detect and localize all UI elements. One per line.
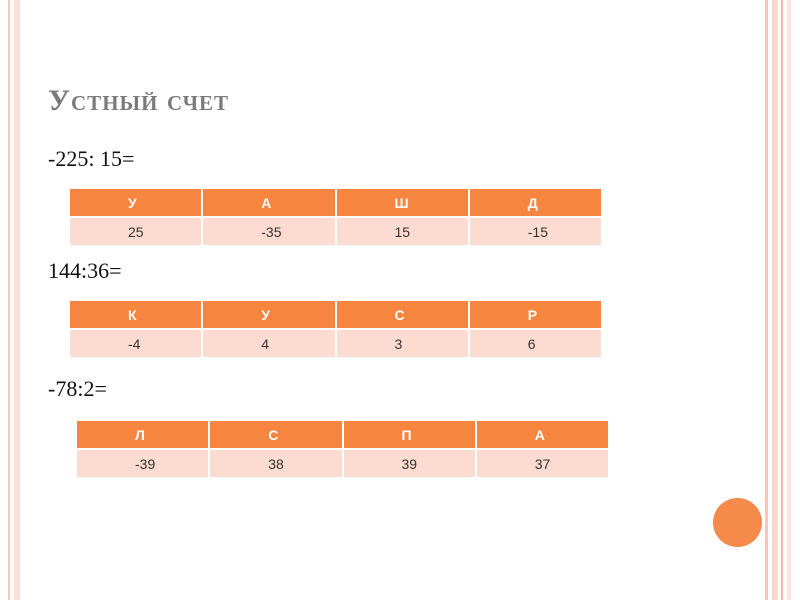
header-cell: У (67, 187, 204, 218)
value-cell: 39 (341, 448, 477, 479)
answer-table: К У С Р -4 4 3 6 (67, 299, 604, 359)
value-cell: 6 (467, 328, 604, 359)
value-cell: -4 (67, 328, 204, 359)
answer-table: Л С П А -39 38 39 37 (74, 419, 611, 479)
border-line (765, 0, 768, 600)
value-row: -4 4 3 6 (67, 328, 604, 359)
border-line (14, 0, 20, 600)
header-cell: К (67, 299, 204, 330)
value-cell: -15 (467, 216, 604, 247)
value-row: -39 38 39 37 (74, 448, 611, 479)
border-line (787, 0, 791, 600)
header-cell: С (334, 299, 470, 330)
border-line (8, 0, 10, 600)
value-cell: 25 (67, 216, 204, 247)
value-cell: -35 (201, 216, 337, 247)
answer-table: У А Ш Д 25 -35 15 -15 (67, 187, 604, 247)
value-cell: 15 (334, 216, 470, 247)
header-cell: А (201, 187, 337, 218)
border-line (772, 0, 778, 600)
expression: -225: 15= (48, 146, 135, 171)
value-row: 25 -35 15 -15 (67, 216, 604, 247)
slide-title: Устный счет (48, 84, 230, 117)
value-cell: 3 (334, 328, 470, 359)
value-cell: -39 (74, 448, 211, 479)
border-line (781, 0, 783, 600)
header-cell: Ш (334, 187, 470, 218)
header-cell: Д (467, 187, 604, 218)
expression: 144:36= (48, 258, 122, 283)
expression: -78:2= (48, 376, 107, 401)
header-cell: Л (74, 419, 211, 450)
header-cell: С (208, 419, 344, 450)
header-cell: А (474, 419, 611, 450)
header-cell: Р (467, 299, 604, 330)
header-cell: П (341, 419, 477, 450)
value-cell: 37 (474, 448, 611, 479)
value-cell: 4 (201, 328, 337, 359)
decor-circle (713, 498, 762, 547)
header-cell: У (201, 299, 337, 330)
value-cell: 38 (208, 448, 344, 479)
